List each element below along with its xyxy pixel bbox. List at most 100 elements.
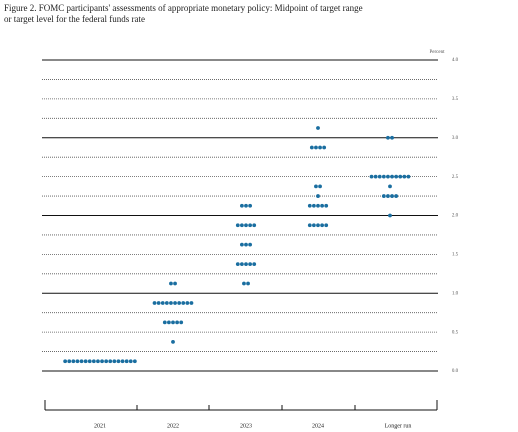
- dot: [235, 262, 240, 266]
- dot: [67, 359, 72, 364]
- dot: [318, 184, 322, 189]
- dot: [390, 194, 394, 198]
- dot: [116, 359, 121, 364]
- y-tick-label: 0.0: [452, 369, 459, 374]
- dot: [314, 145, 318, 150]
- dot: [324, 223, 329, 228]
- dot: [312, 223, 316, 228]
- dot: [240, 203, 244, 208]
- dot: [377, 174, 382, 179]
- dot: [248, 223, 253, 228]
- dot: [169, 301, 173, 305]
- y-tick-label: 0.5: [452, 330, 459, 335]
- y-tick-label: 1.0: [452, 291, 459, 296]
- dot: [369, 174, 374, 179]
- dot: [171, 320, 175, 325]
- x-tick-label: 2021: [94, 423, 106, 429]
- dot: [314, 184, 318, 189]
- dot: [128, 359, 133, 364]
- dot: [406, 174, 411, 179]
- dot: [108, 359, 113, 364]
- dot: [322, 145, 327, 150]
- dot: [318, 145, 322, 150]
- dot: [320, 203, 324, 208]
- dot: [83, 359, 88, 364]
- dot: [181, 301, 186, 305]
- dot: [177, 301, 182, 305]
- dot: [312, 203, 316, 208]
- dot: [152, 301, 157, 305]
- dot: [167, 320, 171, 325]
- dot: [156, 301, 161, 305]
- x-tick-label: 2024: [312, 423, 324, 429]
- dot: [402, 174, 407, 179]
- dot: [171, 339, 175, 344]
- dot: [164, 301, 169, 305]
- x-tick-label: 2023: [240, 423, 252, 429]
- dot: [398, 174, 403, 179]
- dot: [87, 359, 92, 364]
- dot: [240, 262, 244, 266]
- dot: [248, 242, 253, 247]
- dot: [173, 281, 177, 286]
- dot: [244, 242, 248, 247]
- dot: [91, 359, 96, 364]
- dot: [390, 135, 394, 140]
- dot: [316, 223, 320, 228]
- dot: [235, 223, 240, 228]
- y-tick-label: 2.0: [452, 214, 459, 219]
- dot: [112, 359, 117, 364]
- dot: [309, 145, 314, 150]
- dot: [307, 223, 312, 228]
- dot: [248, 203, 253, 208]
- dot: [248, 262, 253, 266]
- dot: [169, 281, 173, 286]
- x-tick-label: 2022: [167, 423, 179, 429]
- dot: [63, 359, 68, 364]
- dot: [244, 203, 248, 208]
- dot: [132, 359, 137, 364]
- y-tick-label: 4.0: [452, 58, 459, 63]
- dot: [388, 213, 392, 218]
- dot: [242, 281, 246, 286]
- dot: [120, 359, 125, 364]
- dot: [316, 194, 320, 198]
- dot: [320, 223, 324, 228]
- dot: [394, 194, 399, 198]
- dot: [386, 194, 390, 198]
- dot: [252, 223, 257, 228]
- dot: [386, 174, 390, 179]
- dot: [240, 223, 244, 228]
- dot: [307, 203, 312, 208]
- y-tick-label: 3.5: [452, 97, 459, 102]
- dot: [71, 359, 76, 364]
- dot: [394, 174, 399, 179]
- chart-subtitle: or target level for the federal funds ra…: [4, 14, 145, 24]
- dot: [324, 203, 329, 208]
- dot: [381, 194, 386, 198]
- dot: [185, 301, 190, 305]
- dot: [386, 135, 390, 140]
- dot: [189, 301, 194, 305]
- dot: [381, 174, 386, 179]
- dot: [124, 359, 129, 364]
- dot: [79, 359, 84, 364]
- dot: [179, 320, 184, 325]
- dot: [100, 359, 104, 364]
- y-tick-label: 3.0: [452, 136, 459, 141]
- dot: [175, 320, 180, 325]
- dot: [373, 174, 378, 179]
- dot: [173, 301, 177, 305]
- dot: [240, 242, 244, 247]
- dot: [390, 174, 394, 179]
- dot: [316, 203, 320, 208]
- y-tick-label: 1.5: [452, 253, 459, 258]
- y-tick-label: 2.5: [452, 175, 459, 180]
- dot: [162, 320, 167, 325]
- chart-title: Figure 2. FOMC participants' assessments…: [4, 3, 363, 13]
- dot: [316, 126, 320, 130]
- dot: [104, 359, 109, 364]
- dot: [96, 359, 100, 364]
- dot: [244, 262, 248, 266]
